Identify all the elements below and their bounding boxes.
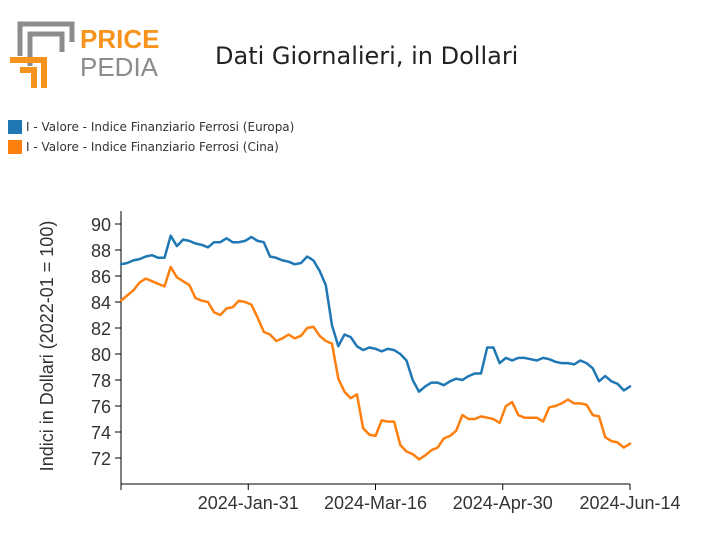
chart-axes: 72 74 76 78 80 82 84 86 88 90 2024-Jan-31 2024-Mar-… (91, 211, 681, 513)
logo-mark (10, 21, 75, 88)
chart-title: Dati Giornalieri, in Dollari (215, 42, 519, 70)
legend-label-cina: I - Valore - Indice Finanziario Ferrosi … (26, 140, 279, 154)
legend-item-europa[interactable]: I - Valore - Indice Finanziario Ferrosi … (8, 120, 294, 134)
y-tick-label: 82 (91, 319, 111, 339)
x-tick-label: 2024-Jan-31 (198, 493, 299, 513)
y-tick-label: 84 (91, 293, 111, 313)
legend-item-cina[interactable]: I - Valore - Indice Finanziario Ferrosi … (8, 140, 279, 154)
legend-swatch-europa (8, 120, 22, 134)
series-line-cina (119, 265, 632, 461)
x-tick-label: 2024-Jun-14 (579, 493, 680, 513)
series-line-europa (119, 234, 632, 393)
x-tick-label: 2024-Mar-16 (324, 493, 427, 513)
y-tick-label: 74 (91, 423, 111, 443)
chart-lines (119, 234, 632, 461)
y-tick-label: 80 (91, 345, 111, 365)
pricepedia-logo: PRICE PEDIA (10, 21, 159, 88)
legend-label-europa: I - Valore - Indice Finanziario Ferrosi … (26, 120, 295, 134)
y-tick-label: 86 (91, 267, 111, 287)
y-tick-label: 72 (91, 449, 111, 469)
y-axis-label: Indici in Dollari (2022-01 = 100) (37, 221, 57, 472)
y-tick-label: 76 (91, 397, 111, 417)
logo-text-pedia: PEDIA (80, 52, 159, 82)
y-tick-label: 90 (91, 215, 111, 235)
y-tick-label: 88 (91, 241, 111, 261)
y-tick-label: 78 (91, 371, 111, 391)
logo-text-price: PRICE (80, 24, 159, 54)
legend-swatch-cina (8, 140, 22, 154)
x-tick-label: 2024-Apr-30 (453, 493, 553, 513)
